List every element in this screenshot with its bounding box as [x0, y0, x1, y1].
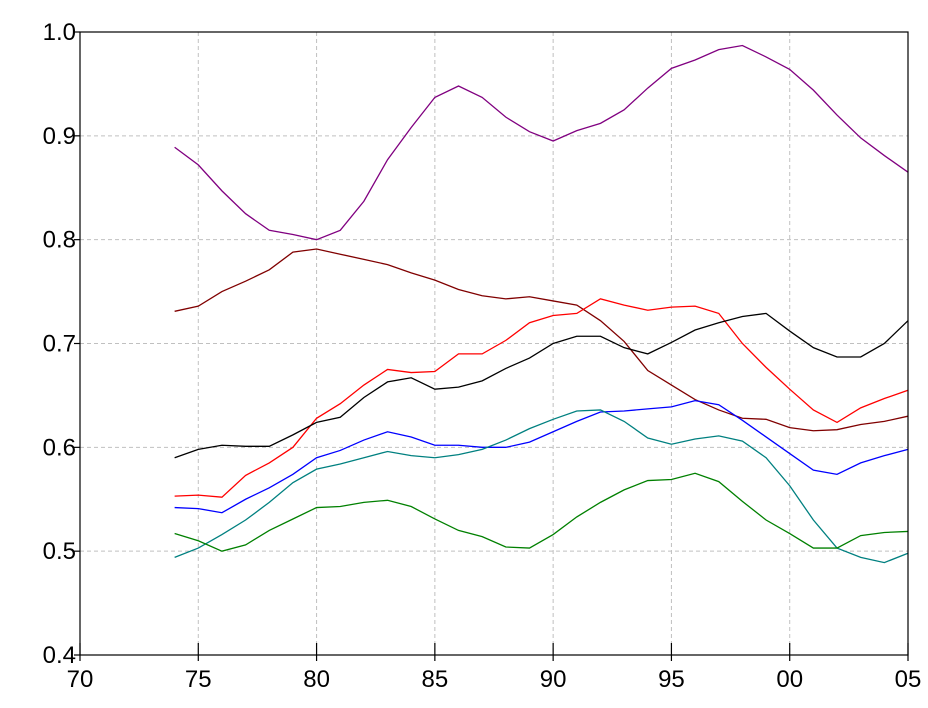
- x-tick-label: 70: [67, 666, 94, 693]
- series-line: [174, 44, 909, 241]
- y-tick-label: 0.7: [43, 331, 76, 358]
- y-tick-label: 0.4: [43, 642, 76, 669]
- series-line: [174, 472, 909, 552]
- x-tick-label: 80: [303, 666, 330, 693]
- x-tick-label: 90: [540, 666, 567, 693]
- y-tick-label: 0.6: [43, 434, 76, 461]
- x-tick-label: 00: [776, 666, 803, 693]
- series-line: [174, 409, 909, 564]
- series-line: [174, 298, 909, 498]
- y-tick-label: 0.5: [43, 538, 76, 565]
- series-line: [174, 399, 909, 514]
- axes: 0.4 0.5 0.6 0.7 0.8 0.9 1.0 70 75 80 85 90 95 00 05: [43, 19, 922, 693]
- series-line: [174, 248, 909, 432]
- y-tick-label: 0.8: [43, 227, 76, 254]
- y-tick-label: 1.0: [43, 19, 76, 46]
- series-line: [174, 312, 909, 459]
- x-tick-label: 95: [658, 666, 685, 693]
- x-tick-label: 85: [422, 666, 449, 693]
- y-tick-label: 0.9: [43, 123, 76, 150]
- lines: [174, 44, 909, 564]
- x-tick-label: 05: [895, 666, 922, 693]
- x-tick-label: 75: [185, 666, 212, 693]
